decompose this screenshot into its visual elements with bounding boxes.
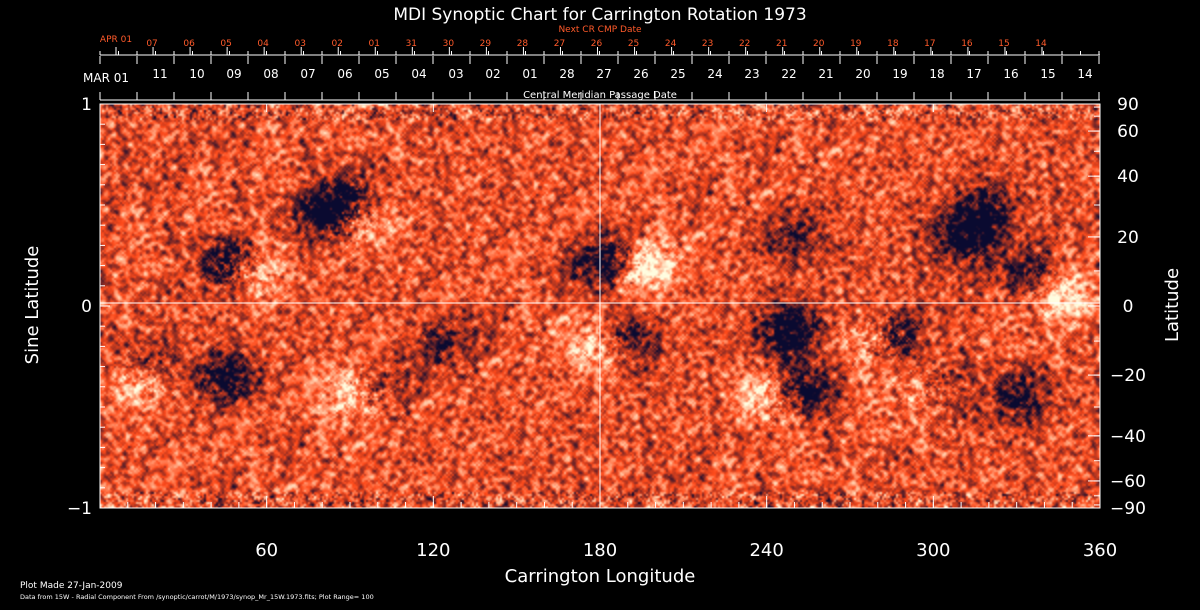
x-tick-label: 60 xyxy=(255,540,278,561)
right-tick-label: 60 xyxy=(1117,122,1139,142)
next-cmp-label: 17 xyxy=(924,39,935,49)
x-tick-label: 240 xyxy=(749,540,783,561)
cmp-label: 16 xyxy=(1003,67,1018,81)
cmp-label: 27 xyxy=(596,67,611,81)
next-cmp-axis-label: Next CR CMP Date xyxy=(558,25,642,35)
chart-title: MDI Synoptic Chart for Carrington Rotati… xyxy=(393,5,806,25)
y-axis-label-right: Latitude xyxy=(1162,268,1183,342)
cmp-label: 24 xyxy=(707,67,722,81)
cmp-label: 11 xyxy=(152,67,167,81)
cmp-label: 23 xyxy=(744,67,759,81)
next-cmp-label: 31 xyxy=(406,39,417,49)
x-tick-label: 360 xyxy=(1083,540,1117,561)
next-cmp-label: 21 xyxy=(776,39,787,49)
next-cmp-label: 27 xyxy=(554,39,565,49)
next-cmp-label: 19 xyxy=(850,39,862,49)
next-cmp-label: 02 xyxy=(332,39,343,49)
cmp-label: 03 xyxy=(448,67,463,81)
right-tick-label: −60 xyxy=(1110,472,1146,492)
left-tick-label: −1 xyxy=(67,499,92,519)
next-cmp-label: 15 xyxy=(998,39,1009,49)
cmp-label: 22 xyxy=(781,67,796,81)
data-source-text: Data from 15W - Radial Component From /s… xyxy=(20,593,374,601)
next-cmp-label: 28 xyxy=(517,39,529,49)
cmp-label: 01 xyxy=(522,67,537,81)
left-tick-label: 0 xyxy=(81,297,92,317)
right-tick-label: 20 xyxy=(1117,228,1139,248)
next-cmp-label: 24 xyxy=(665,39,677,49)
cmp-label: 15 xyxy=(1040,67,1055,81)
next-cmp-start-label: APR 01 xyxy=(100,35,132,45)
cmp-label: 10 xyxy=(189,67,204,81)
cmp-label: 21 xyxy=(818,67,833,81)
next-cmp-label: 23 xyxy=(702,39,713,49)
cmp-label: 14 xyxy=(1077,67,1092,81)
left-tick-label: 1 xyxy=(81,95,92,115)
cmp-label: 02 xyxy=(485,67,500,81)
next-cmp-label: 04 xyxy=(257,39,269,49)
x-axis-label: Carrington Longitude xyxy=(505,566,696,587)
cmp-start-label: MAR 01 xyxy=(83,71,129,85)
cmp-label: 28 xyxy=(559,67,574,81)
right-tick-label: 90 xyxy=(1117,95,1139,115)
cmp-label: 09 xyxy=(226,67,241,81)
cmp-label: 25 xyxy=(670,67,685,81)
next-cmp-label: 14 xyxy=(1035,39,1047,49)
top-date-axes: APR 01 07 06 05 04 03 02 01 31 30 29 28 27 26 25 24 23 22… xyxy=(83,35,1100,101)
cmp-label: 18 xyxy=(929,67,944,81)
next-cmp-label: 06 xyxy=(183,39,195,49)
plot-made-text: Plot Made 27-Jan-2009 xyxy=(20,581,123,591)
right-tick-label: −90 xyxy=(1110,499,1146,519)
next-cmp-label: 22 xyxy=(739,39,750,49)
cmp-label: 19 xyxy=(892,67,907,81)
cmp-label: 04 xyxy=(411,67,426,81)
cmp-label: 17 xyxy=(966,67,981,81)
next-cmp-label: 03 xyxy=(294,39,305,49)
next-cmp-label: 20 xyxy=(813,39,825,49)
cmp-label: 07 xyxy=(300,67,315,81)
next-cmp-label: 26 xyxy=(591,39,603,49)
top-axis-label: Central Meridian Passage Date xyxy=(523,90,677,101)
next-cmp-label: 25 xyxy=(628,39,639,49)
y-axis-label-left: Sine Latitude xyxy=(22,246,43,365)
cmp-label: 05 xyxy=(374,67,389,81)
next-cmp-label: 05 xyxy=(220,39,231,49)
next-cmp-label: 01 xyxy=(369,39,380,49)
x-tick-label: 180 xyxy=(583,540,617,561)
next-cmp-label: 29 xyxy=(480,39,492,49)
right-tick-label: 0 xyxy=(1123,297,1134,317)
right-tick-label: −20 xyxy=(1110,366,1146,386)
right-tick-label: −40 xyxy=(1110,427,1146,447)
cmp-label: 06 xyxy=(337,67,352,81)
next-cmp-label: 18 xyxy=(887,39,899,49)
right-axis: 90 60 40 20 0 −20 −40 −60 −90 xyxy=(1088,95,1146,519)
cmp-label: 08 xyxy=(263,67,278,81)
x-tick-label: 120 xyxy=(416,540,450,561)
next-cmp-label: 16 xyxy=(961,39,973,49)
left-axis: 1 0 −1 xyxy=(67,95,110,519)
right-tick-label: 40 xyxy=(1117,167,1139,187)
next-cmp-label: 07 xyxy=(146,39,157,49)
bottom-axis: 60 120 180 240 300 360 xyxy=(127,104,1117,561)
next-cmp-label: 30 xyxy=(443,39,455,49)
x-tick-label: 300 xyxy=(916,540,950,561)
cmp-label: 20 xyxy=(855,67,870,81)
cmp-label: 26 xyxy=(633,67,648,81)
